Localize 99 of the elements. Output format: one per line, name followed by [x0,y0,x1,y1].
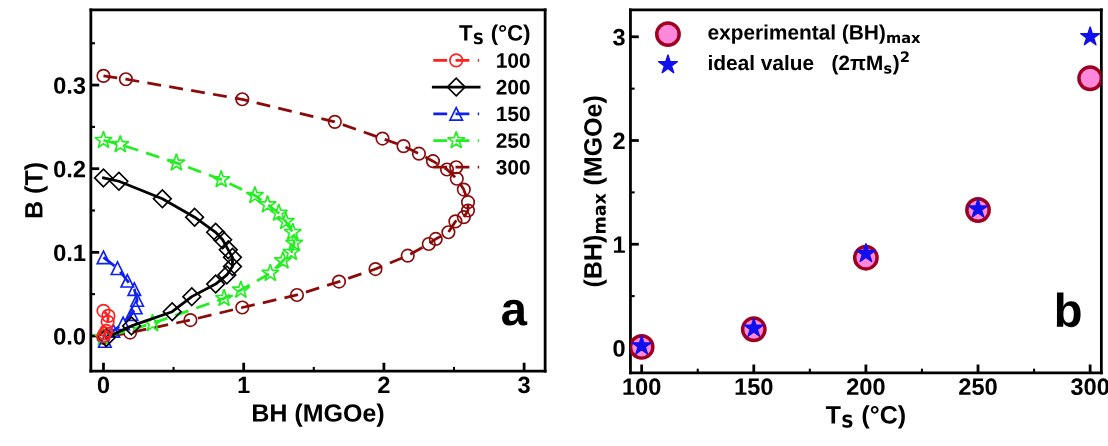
point [967,198,989,218]
point [400,248,415,263]
point [214,288,234,307]
point [284,233,304,252]
legend-label: experimental (BH)$_{max}$ [708,24,921,44]
point [425,154,441,169]
x-tick-label: 1 [238,376,250,394]
point [289,287,305,303]
point [116,316,131,331]
point [130,292,145,308]
legend-label: 250 [496,133,530,149]
x-tick-label: 200 [847,378,885,396]
point [222,247,243,268]
point [205,274,226,294]
point [460,203,476,218]
point [283,222,303,241]
point [439,162,455,177]
point [411,146,427,161]
point [235,92,250,107]
point [441,225,456,240]
point [331,274,347,289]
point [245,185,265,204]
point [118,72,133,87]
point [124,307,139,322]
point [109,171,129,191]
legend-label: 100 [497,53,530,68]
legend-label: ideal value (2πM$_{s}$)$^{2}$ [708,51,909,75]
y-axis-title: B (T) [24,163,48,218]
point [258,194,277,213]
annotation: b [1056,292,1081,328]
point [281,242,301,261]
point [269,203,289,222]
point [218,240,238,260]
point [212,230,233,250]
y-axis-title: (BH)$_{max}$ (MGOe) [583,96,607,287]
x-tick-label: 250 [959,378,997,396]
point [449,171,464,186]
x-tick-label: 3 [518,376,530,394]
point [96,68,111,83]
x-tick-label: 0 [97,376,110,394]
y-tick-label: 0.2 [54,160,86,178]
point [100,314,115,329]
point [143,313,162,332]
point [184,207,205,227]
y-tick-label: 1 [613,236,625,253]
point [162,302,182,322]
point [96,250,111,265]
legend-label: 200 [496,79,530,95]
point [128,300,143,315]
point [456,210,471,225]
point [101,308,116,323]
point [94,130,113,149]
point [120,273,135,288]
x-tick-label: 150 [735,378,773,396]
point [182,286,202,307]
point [456,182,471,197]
point [260,263,280,282]
y-tick-label: 3 [613,28,625,46]
point [276,211,296,230]
point [421,236,436,252]
point [93,168,114,188]
y-tick-label: 0.1 [54,244,86,262]
x-axis-title: BH (MGOe) [253,403,384,427]
point [448,214,463,229]
point [1077,65,1102,92]
y-tick-label: 2 [613,132,625,150]
point [211,169,231,188]
legend-title: T$_{S}$ (°C) [459,24,530,46]
point [205,222,226,242]
y-tick-label: 0.0 [54,328,86,345]
point [375,131,390,146]
point [368,261,383,277]
point [273,250,293,269]
point [152,189,173,209]
point [235,300,250,315]
point [110,134,130,153]
point [460,195,476,210]
point [121,316,142,336]
point [96,303,111,318]
point [110,261,125,276]
x-tick-label: 2 [378,376,390,394]
point [127,282,142,297]
point [428,231,443,247]
point [1080,26,1101,46]
point [222,256,243,277]
annotation: a [502,299,528,326]
y-tick-label: 0.3 [54,77,86,94]
point [217,265,237,285]
legend-label: 150 [497,106,530,122]
x-tick-label: 300 [1070,378,1108,396]
point [231,280,251,299]
y-tick-label: 0 [613,340,625,357]
point [166,152,186,171]
point [396,139,411,154]
point [327,114,342,129]
legend-label: 300 [496,159,530,175]
point [183,312,198,328]
x-axis-title: T$_{S}$ (°C) [825,405,905,429]
x-tick-label: 100 [623,378,661,396]
